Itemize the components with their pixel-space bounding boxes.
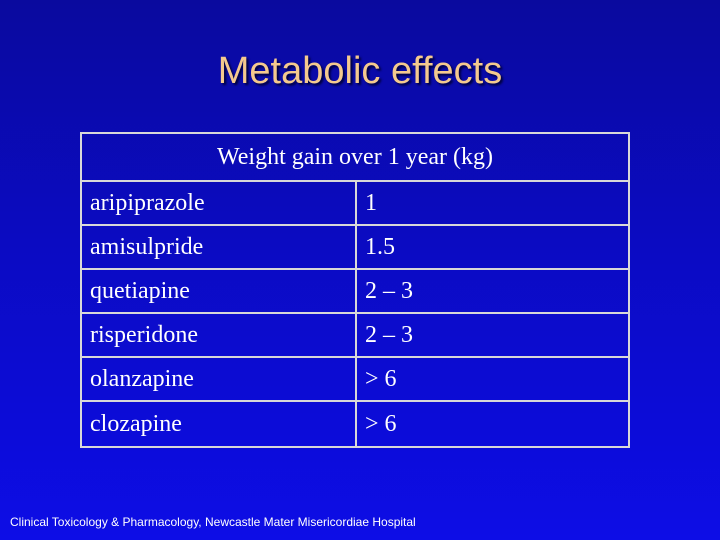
drug-name: clozapine: [80, 400, 357, 448]
table-row: aripiprazole 1: [80, 180, 630, 226]
weight-gain-value: 2 – 3: [355, 312, 630, 358]
drug-name: aripiprazole: [80, 180, 357, 226]
weight-gain-table: Weight gain over 1 year (kg) aripiprazol…: [80, 132, 630, 448]
drug-name: risperidone: [80, 312, 357, 358]
weight-gain-value: > 6: [355, 356, 630, 402]
table-row: olanzapine > 6: [80, 356, 630, 402]
drug-name: olanzapine: [80, 356, 357, 402]
weight-gain-value: 1: [355, 180, 630, 226]
weight-gain-value: > 6: [355, 400, 630, 448]
source-footer: Clinical Toxicology & Pharmacology, Newc…: [10, 515, 416, 529]
table-header-row: Weight gain over 1 year (kg): [80, 132, 630, 182]
table-header: Weight gain over 1 year (kg): [80, 132, 630, 182]
slide-title: Metabolic effects: [217, 50, 503, 92]
drug-name: quetiapine: [80, 268, 357, 314]
table-row: risperidone 2 – 3: [80, 312, 630, 358]
table-row: amisulpride 1.5: [80, 224, 630, 270]
table-row: clozapine > 6: [80, 400, 630, 448]
drug-name: amisulpride: [80, 224, 357, 270]
table-row: quetiapine 2 – 3: [80, 268, 630, 314]
weight-gain-value: 2 – 3: [355, 268, 630, 314]
weight-gain-value: 1.5: [355, 224, 630, 270]
